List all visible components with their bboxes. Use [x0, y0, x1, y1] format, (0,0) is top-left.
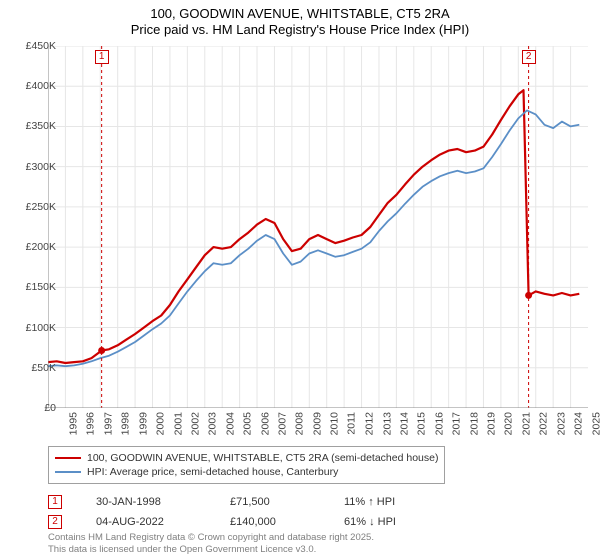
- x-tick-label: 2010: [329, 412, 341, 435]
- x-tick-label: 2022: [538, 412, 550, 435]
- x-tick-label: 2005: [242, 412, 254, 435]
- chart-svg: [48, 46, 588, 408]
- marker-price: £140,000: [230, 516, 310, 528]
- footer-line2: This data is licensed under the Open Gov…: [48, 544, 374, 556]
- title-block: 100, GOODWIN AVENUE, WHITSTABLE, CT5 2RA…: [0, 0, 600, 37]
- marker-price: £71,500: [230, 496, 310, 508]
- legend-box: 100, GOODWIN AVENUE, WHITSTABLE, CT5 2RA…: [48, 446, 445, 484]
- y-tick-label: £150K: [26, 281, 56, 293]
- x-tick-label: 2016: [433, 412, 445, 435]
- marker-date: 30-JAN-1998: [96, 496, 196, 508]
- legend-row: 100, GOODWIN AVENUE, WHITSTABLE, CT5 2RA…: [55, 451, 438, 465]
- x-tick-label: 1998: [120, 412, 132, 435]
- footer-attribution: Contains HM Land Registry data © Crown c…: [48, 532, 374, 556]
- title-address: 100, GOODWIN AVENUE, WHITSTABLE, CT5 2RA: [0, 6, 600, 21]
- x-tick-label: 2018: [468, 412, 480, 435]
- marker-label-1: 1: [95, 50, 109, 64]
- x-tick-label: 2009: [311, 412, 323, 435]
- x-tick-label: 2000: [154, 412, 166, 435]
- series-line: [48, 90, 579, 363]
- y-tick-label: £250K: [26, 201, 56, 213]
- x-tick-label: 2014: [398, 412, 410, 435]
- x-tick-label: 1995: [67, 412, 79, 435]
- x-tick-label: 2021: [520, 412, 532, 435]
- marker-badge-2: 2: [48, 515, 62, 529]
- y-tick-label: £350K: [26, 120, 56, 132]
- x-tick-label: 2013: [381, 412, 393, 435]
- marker-delta: 61% ↓ HPI: [344, 516, 396, 528]
- x-tick-label: 2020: [503, 412, 515, 435]
- legend-row: HPI: Average price, semi-detached house,…: [55, 465, 438, 479]
- x-tick-label: 2006: [259, 412, 271, 435]
- y-tick-label: £50K: [31, 362, 56, 374]
- marker-table: 1 30-JAN-1998 £71,500 11% ↑ HPI 2 04-AUG-2022…: [48, 492, 588, 532]
- legend-swatch: [55, 471, 81, 473]
- x-tick-label: 2017: [451, 412, 463, 435]
- x-tick-label: 1997: [102, 412, 114, 435]
- footer-line1: Contains HM Land Registry data © Crown c…: [48, 532, 374, 544]
- x-tick-label: 2023: [555, 412, 567, 435]
- marker-badge-1: 1: [48, 495, 62, 509]
- x-tick-label: 2024: [573, 412, 585, 435]
- y-tick-label: £400K: [26, 80, 56, 92]
- legend-label: 100, GOODWIN AVENUE, WHITSTABLE, CT5 2RA…: [87, 452, 438, 464]
- x-tick-label: 2025: [590, 412, 600, 435]
- y-tick-label: £100K: [26, 322, 56, 334]
- x-tick-label: 2008: [294, 412, 306, 435]
- marker-label-2: 2: [522, 50, 536, 64]
- legend-area: 100, GOODWIN AVENUE, WHITSTABLE, CT5 2RA…: [48, 446, 588, 532]
- title-subtitle: Price paid vs. HM Land Registry's House …: [0, 22, 600, 37]
- y-tick-label: £450K: [26, 40, 56, 52]
- marker-table-row: 2 04-AUG-2022 £140,000 61% ↓ HPI: [48, 512, 588, 532]
- x-tick-label: 2019: [485, 412, 497, 435]
- x-tick-label: 2015: [416, 412, 428, 435]
- chart-container: 100, GOODWIN AVENUE, WHITSTABLE, CT5 2RA…: [0, 0, 600, 560]
- x-tick-label: 2011: [345, 412, 357, 435]
- x-tick-label: 2001: [172, 412, 184, 435]
- x-tick-label: 2003: [207, 412, 219, 435]
- x-tick-label: 2004: [224, 412, 236, 435]
- x-tick-label: 2012: [363, 412, 375, 435]
- marker-date: 04-AUG-2022: [96, 516, 196, 528]
- x-tick-label: 1996: [85, 412, 97, 435]
- legend-label: HPI: Average price, semi-detached house,…: [87, 466, 338, 478]
- x-tick-label: 2007: [276, 412, 288, 435]
- legend-swatch: [55, 457, 81, 459]
- y-tick-label: £0: [44, 402, 56, 414]
- x-tick-label: 2002: [189, 412, 201, 435]
- y-tick-label: £200K: [26, 241, 56, 253]
- plot-area: [48, 46, 588, 408]
- marker-delta: 11% ↑ HPI: [344, 496, 395, 508]
- x-tick-label: 1999: [137, 412, 149, 435]
- y-tick-label: £300K: [26, 161, 56, 173]
- marker-table-row: 1 30-JAN-1998 £71,500 11% ↑ HPI: [48, 492, 588, 512]
